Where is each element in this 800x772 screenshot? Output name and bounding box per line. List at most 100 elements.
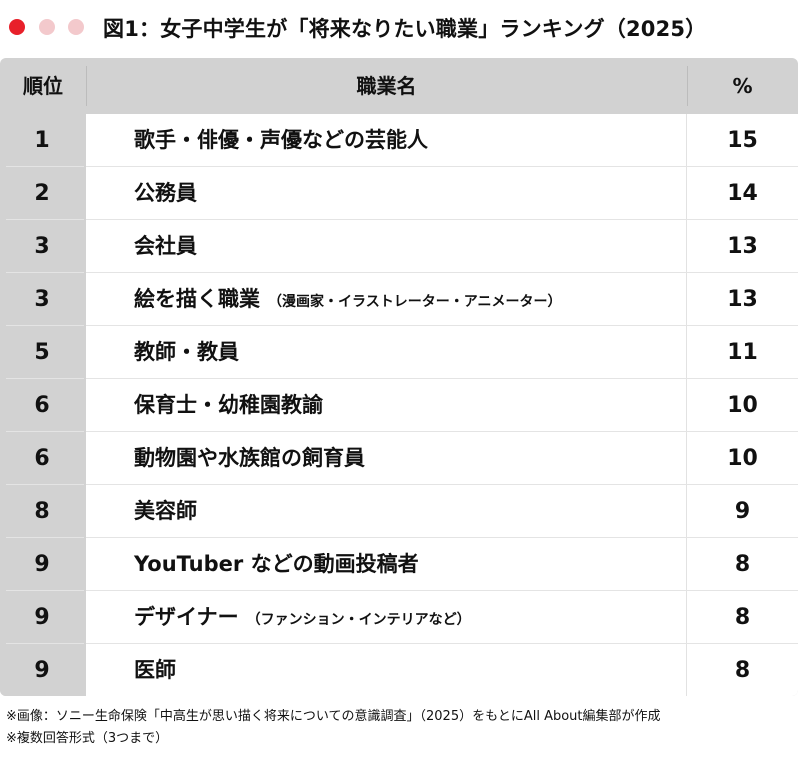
- occupation-cell: 医師: [134, 644, 176, 696]
- percent-cell: 10: [727, 393, 758, 418]
- row-body: 歌手・俳優・声優などの芸能人 15: [86, 114, 798, 167]
- column-divider: [686, 379, 687, 432]
- column-divider: [686, 326, 687, 379]
- rank-cell: 2: [0, 167, 84, 220]
- column-divider: [686, 644, 687, 696]
- row-divider: [6, 166, 84, 167]
- occupation-cell: YouTuber などの動画投稿者: [134, 538, 419, 591]
- table-row: 9 医師 8: [0, 644, 798, 696]
- row-divider: [6, 378, 84, 379]
- footnotes: ※画像：ソニー生命保険「中高生が思い描く将来についての意識調査」（2025）をも…: [6, 706, 661, 750]
- row-divider: [6, 272, 84, 273]
- row-divider: [6, 431, 84, 432]
- column-divider: [686, 538, 687, 591]
- table-row: 5 教師・教員 11: [0, 326, 798, 379]
- occupation-name: 会社員: [134, 234, 197, 258]
- header-percent: %: [732, 74, 753, 98]
- occupation-cell: 公務員: [134, 167, 197, 220]
- occupation-name: 動物園や水族館の飼育員: [134, 446, 365, 470]
- row-divider: [86, 484, 798, 485]
- column-divider: [686, 220, 687, 273]
- chart-title: 図1：女子中学生が「将来なりたい職業」ランキング（2025）: [103, 17, 707, 41]
- row-body: デザイナー （ファンション・インテリアなど） 8: [86, 591, 798, 644]
- occupation-name: 医師: [134, 658, 176, 682]
- row-divider: [86, 590, 798, 591]
- rank-cell: 6: [0, 379, 84, 432]
- row-divider: [86, 166, 798, 167]
- table-row: 2 公務員 14: [0, 167, 798, 220]
- table-row: 6 動物園や水族館の飼育員 10: [0, 432, 798, 485]
- percent-cell: 8: [734, 658, 751, 683]
- occupation-cell: 教師・教員: [134, 326, 239, 379]
- occupation-name: 保育士・幼稚園教諭: [134, 393, 323, 417]
- table-row: 1 歌手・俳優・声優などの芸能人 15: [0, 114, 798, 167]
- row-divider: [86, 219, 798, 220]
- occupation-cell: 絵を描く職業 （漫画家・イラストレーター・アニメーター）: [134, 273, 561, 326]
- table-row: 6 保育士・幼稚園教諭 10: [0, 379, 798, 432]
- row-divider: [86, 431, 798, 432]
- row-divider: [6, 484, 84, 485]
- occupation-cell: 美容師: [134, 485, 197, 538]
- percent-cell: 13: [727, 287, 758, 312]
- table-row: 3 会社員 13: [0, 220, 798, 273]
- percent-cell: 9: [734, 499, 751, 524]
- occupation-cell: 動物園や水族館の飼育員: [134, 432, 365, 485]
- table-row: 9 YouTuber などの動画投稿者 8: [0, 538, 798, 591]
- occupation-cell: デザイナー （ファンション・インテリアなど）: [134, 591, 471, 644]
- table-row: 8 美容師 9: [0, 485, 798, 538]
- rank-cell: 3: [0, 273, 84, 326]
- column-divider: [686, 485, 687, 538]
- row-body: 保育士・幼稚園教諭 10: [86, 379, 798, 432]
- table-body: 1 歌手・俳優・声優などの芸能人 15 2 公務員 14 3 会社員 13 3 絵を描く職業 （漫画家…: [0, 114, 798, 696]
- header-occupation: 職業名: [356, 74, 417, 98]
- occupation-name: 美容師: [134, 499, 197, 523]
- column-divider: [686, 591, 687, 644]
- rank-cell: 8: [0, 485, 84, 538]
- row-divider: [86, 272, 798, 273]
- occupation-name: YouTuber などの動画投稿者: [134, 552, 419, 576]
- column-divider: [686, 167, 687, 220]
- row-body: YouTuber などの動画投稿者 8: [86, 538, 798, 591]
- row-divider: [6, 537, 84, 538]
- rank-cell: 9: [0, 644, 84, 696]
- row-divider: [6, 219, 84, 220]
- occupation-name: 教師・教員: [134, 340, 239, 364]
- occupation-cell: 歌手・俳優・声優などの芸能人: [134, 114, 428, 167]
- occupation-note: （ファンション・インテリアなど）: [246, 612, 471, 628]
- table-header: 順位 職業名 %: [0, 58, 798, 114]
- rank-cell: 1: [0, 114, 84, 167]
- table-row: 3 絵を描く職業 （漫画家・イラストレーター・アニメーター） 13: [0, 273, 798, 326]
- row-divider: [6, 590, 84, 591]
- row-divider: [86, 325, 798, 326]
- percent-cell: 14: [727, 181, 758, 206]
- occupation-name: 歌手・俳優・声優などの芸能人: [134, 128, 428, 152]
- footnote-method: ※複数回答形式（3つまで）: [6, 731, 169, 746]
- percent-cell: 13: [727, 234, 758, 259]
- row-body: 医師 8: [86, 644, 798, 696]
- percent-cell: 8: [734, 552, 751, 577]
- ranking-table: 順位 職業名 % 1 歌手・俳優・声優などの芸能人 15 2 公務員 14 3 会社員 13 3 絵…: [0, 58, 798, 696]
- row-body: 教師・教員 11: [86, 326, 798, 379]
- row-body: 公務員 14: [86, 167, 798, 220]
- occupation-name: 公務員: [134, 181, 197, 205]
- row-divider: [86, 537, 798, 538]
- column-divider: [686, 273, 687, 326]
- row-body: 美容師 9: [86, 485, 798, 538]
- header-divider: [86, 66, 87, 106]
- row-divider: [6, 643, 84, 644]
- occupation-note: （漫画家・イラストレーター・アニメーター）: [268, 294, 562, 310]
- row-divider: [6, 325, 84, 326]
- percent-cell: 15: [727, 128, 758, 153]
- column-divider: [686, 114, 687, 167]
- row-body: 会社員 13: [86, 220, 798, 273]
- title-bar: 図1：女子中学生が「将来なりたい職業」ランキング（2025）: [0, 0, 800, 58]
- row-body: 動物園や水族館の飼育員 10: [86, 432, 798, 485]
- occupation-cell: 会社員: [134, 220, 197, 273]
- table-row: 9 デザイナー （ファンション・インテリアなど） 8: [0, 591, 798, 644]
- rank-cell: 6: [0, 432, 84, 485]
- percent-cell: 11: [727, 340, 758, 365]
- row-body: 絵を描く職業 （漫画家・イラストレーター・アニメーター） 13: [86, 273, 798, 326]
- footnote-source: ※画像：ソニー生命保険「中高生が思い描く将来についての意識調査」（2025）をも…: [6, 709, 661, 724]
- occupation-name: デザイナー: [134, 605, 239, 629]
- header-divider: [687, 66, 688, 106]
